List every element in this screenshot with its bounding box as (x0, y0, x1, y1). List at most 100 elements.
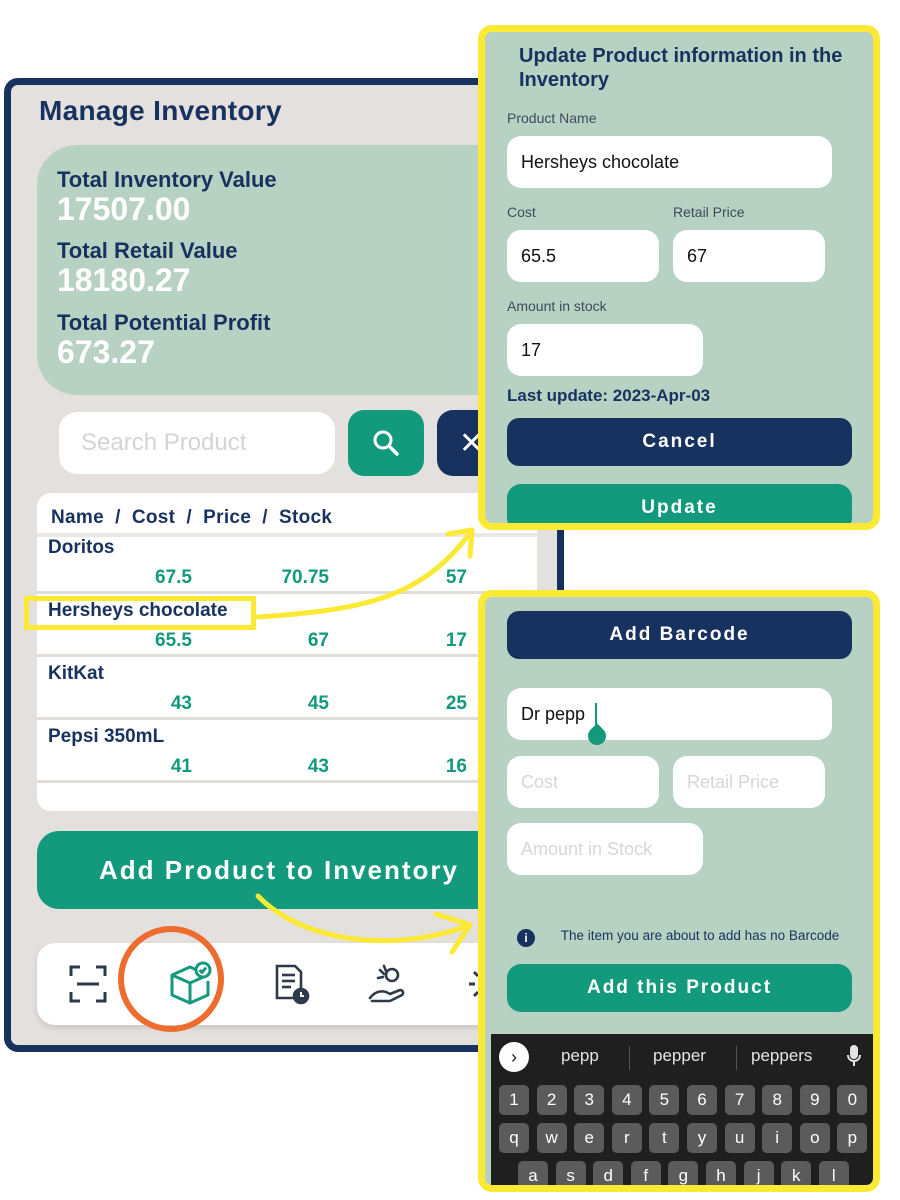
key-8[interactable]: 8 (762, 1085, 793, 1115)
key-i[interactable]: i (762, 1123, 793, 1153)
page-title: Manage Inventory (39, 95, 282, 126)
key-q[interactable]: q (499, 1123, 529, 1153)
retail-price-field[interactable] (673, 230, 825, 282)
stock-field[interactable] (507, 823, 703, 875)
key-y[interactable]: y (687, 1123, 717, 1153)
expand-icon[interactable]: › (499, 1042, 529, 1072)
product-stock: 16 (445, 756, 467, 777)
product-name: Doritos (48, 537, 115, 558)
add-this-product-button[interactable]: Add this Product (507, 964, 852, 1012)
key-u[interactable]: u (724, 1123, 755, 1153)
key-j[interactable]: j (743, 1161, 774, 1185)
key-9[interactable]: 9 (799, 1085, 830, 1115)
cost-field[interactable] (507, 756, 659, 808)
product-name-field[interactable] (507, 688, 832, 740)
update-button[interactable]: Update (507, 484, 852, 523)
total-inventory-value: 17507.00 (57, 191, 191, 227)
divider (37, 717, 537, 720)
text-cursor (595, 703, 597, 725)
product-price: 67 (307, 630, 329, 651)
product-price: 43 (307, 756, 329, 777)
key-4[interactable]: 4 (611, 1085, 642, 1115)
inventory-summary-card: Total Inventory Value 17507.00 Total Ret… (37, 145, 557, 395)
table-header: Name / Cost / Price / Stock (51, 507, 333, 528)
scan-icon (69, 965, 107, 1003)
divider (37, 654, 537, 657)
search-icon (373, 430, 399, 456)
total-inventory-value-label: Total Inventory Value (57, 167, 277, 192)
stock-field[interactable] (507, 324, 703, 376)
key-1[interactable]: 1 (499, 1085, 529, 1115)
sell-icon (368, 964, 405, 1003)
product-name-label: Product Name (507, 110, 597, 126)
key-t[interactable]: t (649, 1123, 680, 1153)
product-name: Pepsi 350mL (48, 726, 165, 747)
key-a[interactable]: a (518, 1161, 548, 1185)
add-barcode-button[interactable]: Add Barcode (507, 611, 852, 659)
key-l[interactable]: l (818, 1161, 849, 1185)
total-retail-value: 18180.27 (57, 262, 191, 298)
last-update-text: Last update: 2023-Apr-03 (507, 386, 711, 405)
key-g[interactable]: g (668, 1161, 699, 1185)
table-row[interactable]: Pepsi 350mL 41 43 16 (37, 720, 537, 783)
product-table: Name / Cost / Price / Stock Doritos 67.5… (37, 493, 537, 811)
key-3[interactable]: 3 (574, 1085, 605, 1115)
nav-sales[interactable] (363, 959, 413, 1009)
product-name: Hersheys chocolate (48, 600, 228, 621)
product-name-field[interactable] (507, 136, 832, 188)
total-potential-profit-label: Total Potential Profit (57, 310, 271, 335)
product-price: 70.75 (281, 567, 329, 588)
suggestion-item[interactable]: pepper (653, 1046, 706, 1065)
total-retail-value-label: Total Retail Value (57, 238, 238, 263)
suggestion-bar: › pepp pepper peppers (491, 1034, 873, 1082)
key-p[interactable]: p (837, 1123, 868, 1153)
suggestion-item[interactable]: pepp (561, 1046, 599, 1065)
search-button[interactable] (348, 410, 424, 476)
key-s[interactable]: s (555, 1161, 586, 1185)
update-panel-title: Update Product information in the Invent… (519, 45, 843, 91)
product-cost: 41 (170, 756, 192, 777)
nav-reports[interactable] (265, 959, 315, 1009)
table-row[interactable]: Doritos 67.5 70.75 57 (37, 531, 537, 594)
cancel-button[interactable]: Cancel (507, 418, 852, 466)
retail-price-label: Retail Price (673, 204, 745, 220)
row-highlight-box (24, 596, 256, 630)
key-f[interactable]: f (630, 1161, 661, 1185)
key-0[interactable]: 0 (837, 1085, 868, 1115)
product-stock: 57 (445, 567, 467, 588)
key-5[interactable]: 5 (649, 1085, 680, 1115)
cost-label: Cost (507, 204, 536, 220)
key-d[interactable]: d (593, 1161, 624, 1185)
total-potential-profit: 673.27 (57, 334, 155, 370)
search-input[interactable] (59, 412, 335, 474)
product-stock: 17 (445, 630, 467, 651)
info-icon: i (517, 929, 535, 947)
table-row[interactable]: KitKat 43 45 25 (37, 657, 537, 720)
table-row[interactable]: Hersheys chocolate 65.5 67 17 (37, 594, 537, 657)
key-e[interactable]: e (574, 1123, 605, 1153)
product-stock: 25 (445, 693, 467, 714)
key-w[interactable]: w (536, 1123, 567, 1153)
product-cost: 65.5 (155, 630, 192, 651)
key-h[interactable]: h (706, 1161, 736, 1185)
divider (37, 780, 537, 783)
key-k[interactable]: k (781, 1161, 812, 1185)
key-r[interactable]: r (611, 1123, 642, 1153)
key-6[interactable]: 6 (687, 1085, 717, 1115)
retail-price-field[interactable] (673, 756, 825, 808)
key-7[interactable]: 7 (724, 1085, 755, 1115)
report-icon (275, 964, 310, 1005)
update-product-panel: Update Product information in the Invent… (478, 25, 880, 530)
cost-field[interactable] (507, 230, 659, 282)
stock-label: Amount in stock (507, 298, 607, 314)
suggestion-item[interactable]: peppers (751, 1046, 813, 1065)
key-2[interactable]: 2 (536, 1085, 567, 1115)
product-name: KitKat (48, 663, 104, 684)
divider (629, 1046, 630, 1070)
microphone-icon[interactable] (847, 1045, 861, 1067)
key-o[interactable]: o (799, 1123, 830, 1153)
divider (736, 1046, 737, 1070)
product-cost: 43 (170, 693, 192, 714)
nav-scan[interactable] (63, 959, 113, 1009)
